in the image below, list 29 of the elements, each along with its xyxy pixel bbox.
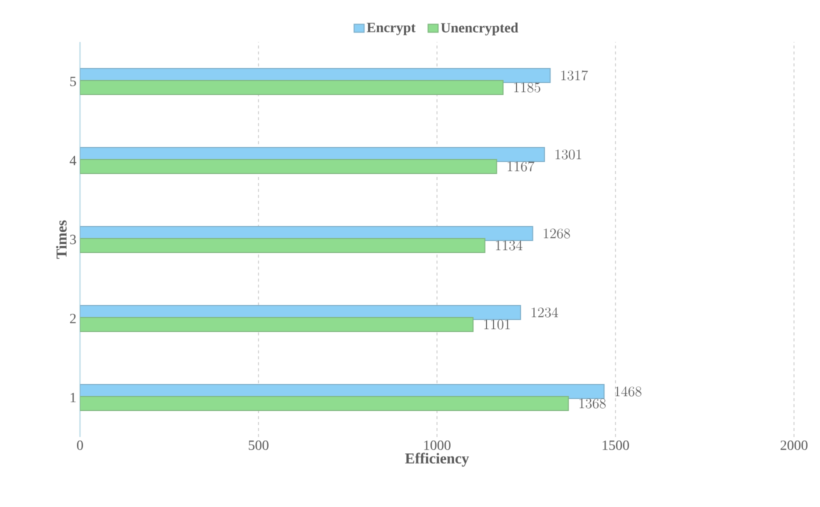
data-label: 1185 <box>514 82 540 92</box>
bar <box>80 238 486 253</box>
x-tick-label: 0 <box>77 440 83 450</box>
bar <box>80 396 569 411</box>
y-axis-title: Times <box>56 220 67 259</box>
bar <box>80 159 498 174</box>
data-label: 1101 <box>484 320 510 330</box>
legend-label: Unencrypted <box>440 22 518 36</box>
data-label: 1134 <box>496 240 522 250</box>
x-axis-title: Efficiency <box>405 452 469 467</box>
y-tick-label: 3 <box>70 234 76 244</box>
data-label: 1317 <box>561 70 588 80</box>
data-label: 1234 <box>532 307 558 318</box>
bar <box>80 317 474 332</box>
y-tick-label: 4 <box>70 156 76 166</box>
y-tick-label: 2 <box>70 314 76 324</box>
x-tick-label: 1500 <box>602 440 629 450</box>
data-label: 1268 <box>544 228 570 238</box>
data-label: 1368 <box>580 398 606 408</box>
legend-label: Encrypt <box>366 22 416 36</box>
y-tick-label: 1 <box>70 392 76 402</box>
data-label: 1301 <box>556 150 582 160</box>
data-label: 1468 <box>615 386 642 396</box>
y-tick-label: 5 <box>70 76 76 86</box>
x-tick-label: 1000 <box>424 440 450 450</box>
data-label: 1167 <box>508 161 534 172</box>
x-tick-label: 2000 <box>780 440 808 450</box>
bar <box>80 80 504 95</box>
x-tick-label: 500 <box>248 440 268 450</box>
